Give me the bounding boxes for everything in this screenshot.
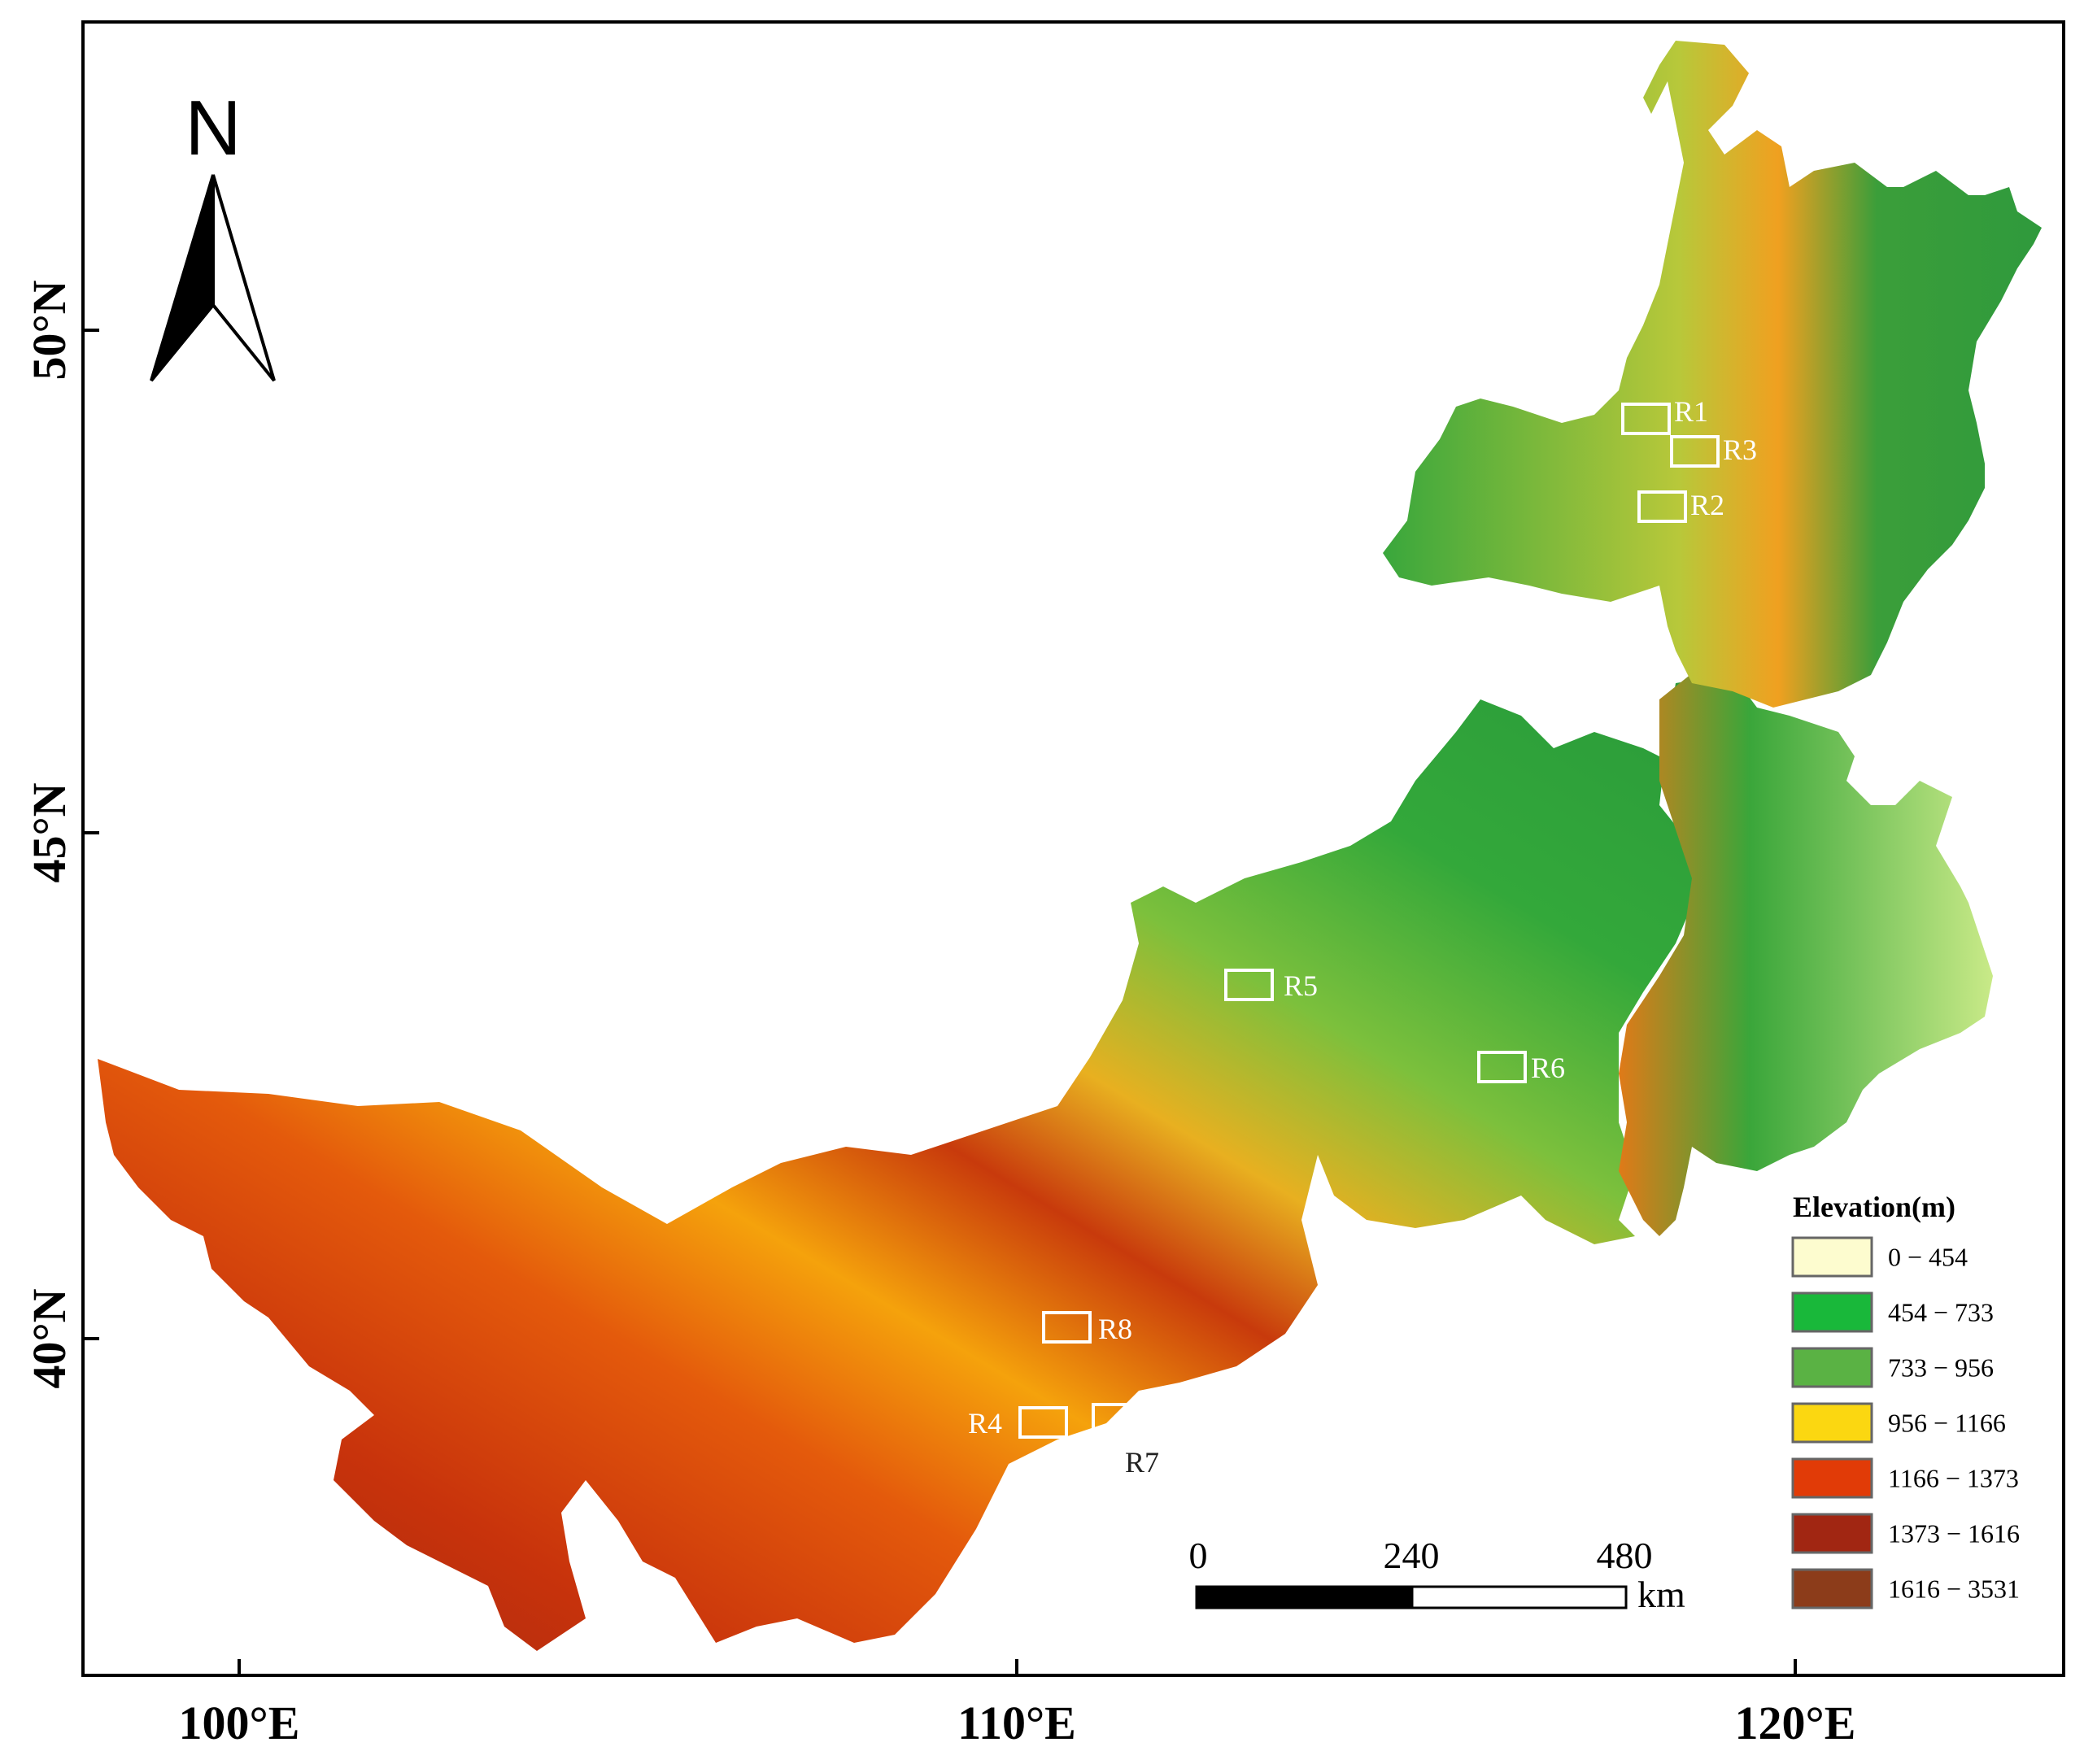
region-box-r1[interactable] xyxy=(1621,403,1671,435)
legend-label: 1373 − 1616 xyxy=(1888,1519,2020,1548)
region-box-r3[interactable] xyxy=(1670,435,1720,468)
study-regions xyxy=(1018,403,1720,1439)
scale-tick-0: 0 xyxy=(1189,1535,1208,1576)
region-label-r2: R2 xyxy=(1690,489,1724,521)
legend-label: 454 − 733 xyxy=(1888,1298,1994,1327)
longitude-label-110e: 110°E xyxy=(957,1696,1076,1749)
legend-label: 1616 − 3531 xyxy=(1888,1575,2020,1604)
legend-label: 956 − 1166 xyxy=(1888,1409,2006,1438)
region-box-r2[interactable] xyxy=(1637,490,1687,523)
region-label-r3: R3 xyxy=(1723,433,1757,466)
legend-items: 0 − 454 454 − 733 733 − 956 956 − 1166 1166 … xyxy=(1791,1236,2020,1609)
legend-swatch xyxy=(1791,1513,1873,1554)
region-label-r5: R5 xyxy=(1284,969,1318,1002)
legend-swatch xyxy=(1791,1291,1873,1333)
legend-swatch xyxy=(1791,1347,1873,1388)
latitude-ticks xyxy=(83,329,99,1340)
legend-label: 1166 − 1373 xyxy=(1888,1464,2019,1493)
region-label-r7: R7 xyxy=(1125,1446,1159,1479)
north-arrow-icon xyxy=(150,174,215,382)
region-box-r7[interactable] xyxy=(1092,1403,1141,1435)
region-box-r4[interactable] xyxy=(1018,1406,1068,1439)
longitude-label-100e: 100°E xyxy=(179,1696,300,1749)
terrain-region-shape xyxy=(1619,667,1993,1236)
legend: Elevation(m) 0 − 454 454 − 733 733 − 956 95… xyxy=(1791,1191,2020,1609)
legend-swatch xyxy=(1791,1457,1873,1499)
scale-unit: km xyxy=(1637,1574,1685,1615)
north-arrow: N xyxy=(150,85,276,382)
latitude-label-50n: 50°N xyxy=(23,280,76,380)
scale-bar-black-segment xyxy=(1195,1585,1414,1609)
legend-label: 733 − 956 xyxy=(1888,1353,1994,1383)
region-label-r1: R1 xyxy=(1674,395,1708,428)
region-label-r6: R6 xyxy=(1531,1052,1565,1084)
scale-tick-240: 240 xyxy=(1384,1535,1440,1576)
longitude-ticks xyxy=(238,1659,1797,1675)
region-box-r6[interactable] xyxy=(1477,1051,1527,1083)
legend-label: 0 − 454 xyxy=(1888,1243,1968,1272)
terrain-region-shape xyxy=(98,675,1724,1651)
north-arrow-icon xyxy=(211,174,276,382)
legend-swatch xyxy=(1791,1236,1873,1278)
scale-bar: 0 240 480 km xyxy=(1189,1535,1686,1615)
region-label-r4: R4 xyxy=(968,1407,1002,1440)
region-box-r8[interactable] xyxy=(1042,1311,1092,1344)
longitude-label-120e: 120°E xyxy=(1735,1696,1856,1749)
map-frame xyxy=(81,20,2065,1677)
north-label: N xyxy=(185,85,241,172)
legend-title: Elevation(m) xyxy=(1793,1191,1955,1223)
scale-tick-480: 480 xyxy=(1597,1535,1653,1576)
latitude-label-40n: 40°N xyxy=(23,1288,76,1388)
scale-bar-white-segment xyxy=(1410,1585,1628,1609)
region-box-r5[interactable] xyxy=(1224,969,1274,1001)
legend-swatch xyxy=(1791,1568,1873,1609)
terrain-region-shape xyxy=(1383,41,2042,708)
legend-swatch xyxy=(1791,1402,1873,1444)
latitude-label-45n: 45°N xyxy=(23,782,76,882)
region-label-r8: R8 xyxy=(1098,1313,1132,1345)
